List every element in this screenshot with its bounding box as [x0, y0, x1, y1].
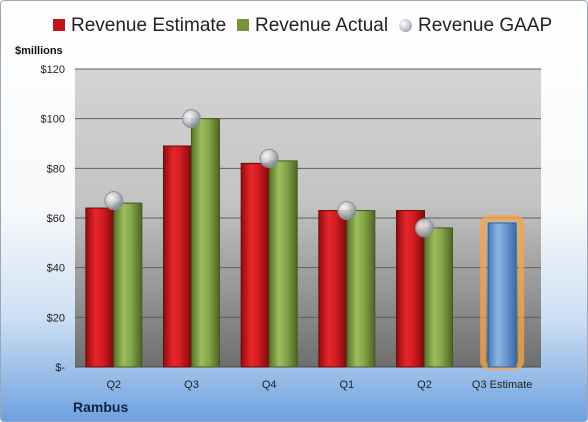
bar-revenue-actual [268, 160, 298, 368]
marker-revenue-gaap [415, 218, 434, 238]
bar-revenue-estimate [318, 210, 348, 368]
y-axis: $- $20 $40 $60 $80 $100 $120 [41, 64, 541, 374]
legend-label-estimate: Revenue Estimate [71, 15, 227, 36]
y-tick-label: $20 [47, 312, 65, 324]
legend-swatch-actual [237, 19, 249, 31]
y-axis-unit-label: $millions [15, 45, 63, 57]
bars [85, 118, 525, 370]
x-tick-label: Q2 [417, 379, 432, 391]
company-name: Rambus [73, 399, 129, 415]
marker-revenue-gaap [337, 201, 357, 221]
y-tick-label: $120 [41, 64, 65, 76]
x-tick-label: Q2 [106, 379, 121, 391]
legend-label-actual: Revenue Actual [255, 15, 389, 36]
x-tick-label: Q3 [184, 379, 199, 391]
legend-swatch-gaap [399, 19, 412, 32]
legend-label-gaap: Revenue GAAP [418, 15, 553, 36]
marker-revenue-gaap [259, 148, 279, 168]
legend-revenue-gaap: Revenue GAAP [399, 15, 552, 37]
y-tick-label: $40 [47, 263, 65, 275]
bar-revenue-actual [191, 118, 220, 368]
bar-revenue-actual [424, 227, 453, 368]
legend-revenue-estimate: Revenue Estimate [53, 15, 226, 37]
x-tick-label: Q3 Estimate [472, 379, 533, 391]
bar-revenue-actual [346, 210, 376, 368]
bar-revenue-actual [113, 202, 143, 368]
x-axis: Q2 Q3 Q4 Q1 Q2 Q3 Estimate [106, 379, 532, 391]
bar-revenue-estimate [396, 210, 425, 368]
marker-revenue-gaap [182, 109, 201, 129]
y-tick-label: $100 [41, 114, 65, 126]
bar-estimate-forecast [487, 222, 517, 368]
x-tick-label: Q1 [339, 379, 354, 391]
bar-revenue-estimate [85, 207, 115, 368]
legend-swatch-estimate [53, 19, 65, 31]
bar-revenue-estimate [163, 145, 192, 368]
y-tick-label: $- [55, 362, 65, 374]
marker-revenue-gaap [104, 191, 124, 211]
gaap-markers [104, 109, 434, 238]
y-tick-label: $80 [47, 163, 65, 175]
x-tick-label: Q4 [262, 379, 277, 391]
bar-revenue-estimate [240, 162, 270, 368]
legend-revenue-actual: Revenue Actual [237, 15, 388, 37]
y-tick-label: $60 [47, 213, 65, 225]
